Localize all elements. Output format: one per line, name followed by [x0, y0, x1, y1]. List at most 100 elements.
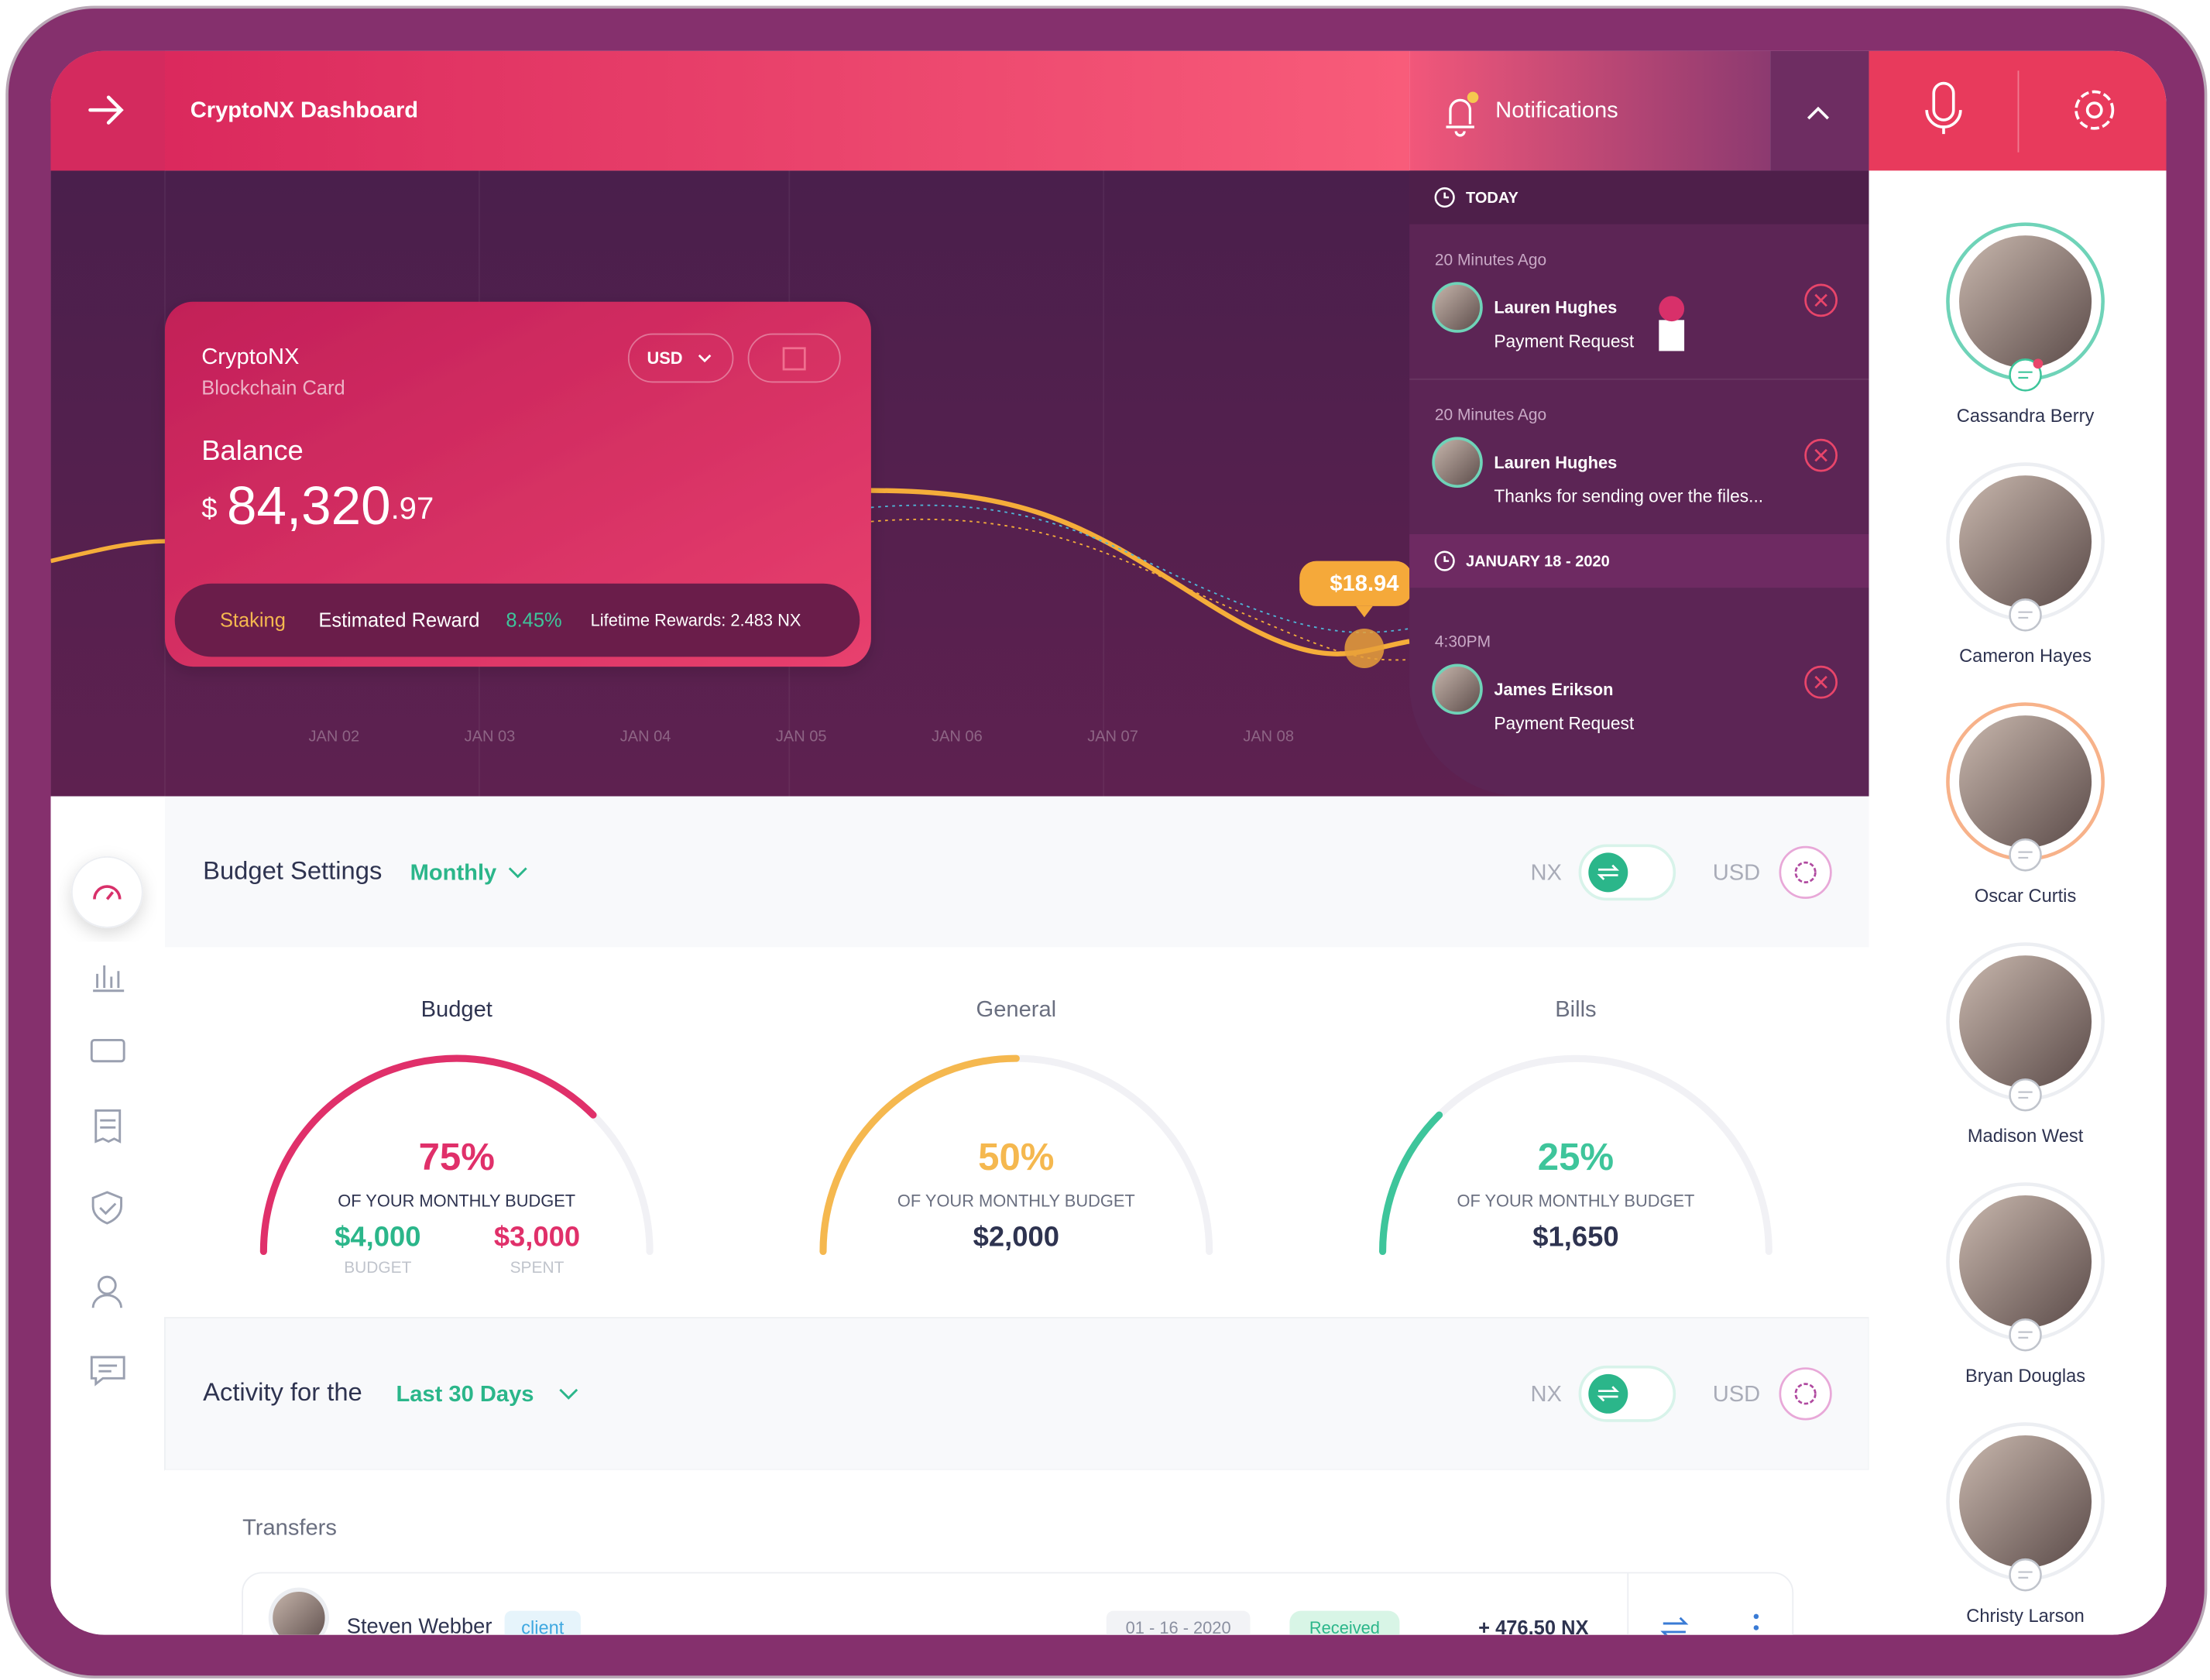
compare-line: [870, 518, 1410, 661]
tag-pill: [504, 1610, 581, 1635]
gear-icon: [1794, 861, 1817, 883]
crypto-card: [164, 301, 871, 667]
chat-lines: [2018, 851, 2033, 859]
card-subtitle: Blockchain Card: [201, 377, 345, 399]
x-axis-label: JAN 03: [465, 728, 516, 745]
staking-label: Staking: [220, 610, 286, 632]
chat-badge[interactable]: [2009, 1318, 2042, 1352]
swap-button[interactable]: [1660, 1617, 1689, 1637]
x-axis-label: JAN 06: [932, 728, 983, 745]
avatar: [268, 1587, 330, 1635]
contact-name: Bryan Douglas: [1965, 1366, 2085, 1387]
dismiss-button[interactable]: [1804, 665, 1838, 699]
gauge-amount: $4,000: [335, 1221, 420, 1253]
nav-dashboard[interactable]: [70, 855, 143, 928]
transfer-row[interactable]: [242, 1572, 1794, 1680]
section-settings[interactable]: [1779, 845, 1832, 899]
lifetime-rewards: Lifetime Rewards: 2.483 NX: [591, 611, 801, 630]
price-tag-text: $18.94: [1330, 571, 1399, 596]
gauge-percent: 50%: [978, 1137, 1054, 1178]
gauge-caption: OF YOUR MONTHLY BUDGET: [338, 1191, 575, 1211]
contact-avatar: [1959, 955, 2092, 1089]
x-axis-label: JAN 07: [1087, 728, 1138, 745]
nav-stats[interactable]: [93, 965, 125, 993]
chat-badge[interactable]: [2009, 358, 2042, 392]
settings-button[interactable]: [2074, 90, 2115, 130]
currency-select[interactable]: [627, 333, 734, 383]
transfer-tag: client: [521, 1619, 565, 1639]
notification-text: Payment Request: [1494, 713, 1635, 733]
qr-button[interactable]: [747, 333, 841, 383]
contact-avatar: [1959, 475, 2092, 609]
left-sidebar: [50, 796, 165, 1635]
notification-text: Thanks for sending over the files...: [1494, 486, 1763, 506]
swap-icon: [1597, 864, 1620, 880]
contact-name: Christy Larson: [1966, 1606, 2085, 1627]
grid-line: Activity for the Last 30 Days NX USD: [203, 1365, 1832, 1422]
grid-line: Steven Webber client 01 - 16 - 2020 Receive…: [242, 1572, 1794, 1680]
notification-text: Payment Request: [1494, 331, 1635, 351]
chat-lines: [2018, 1091, 2033, 1099]
nav-security[interactable]: [91, 1191, 122, 1225]
chat-badge[interactable]: [2009, 838, 2042, 872]
nav-cards[interactable]: [90, 1039, 125, 1063]
group-label: JANUARY 18 - 2020: [1466, 554, 1610, 571]
avatar: [1432, 437, 1483, 488]
mic-button[interactable]: [1925, 81, 1962, 135]
chevron-icon: [508, 867, 527, 879]
currency-symbol: $: [201, 492, 217, 524]
toggle-left-label: NX: [1530, 1382, 1561, 1407]
gauge-amount: $1,650: [1532, 1221, 1618, 1253]
gauge-percent: 25%: [1538, 1137, 1614, 1178]
dismiss-icon: [1814, 293, 1827, 307]
gauge-arc: [1379, 1111, 1443, 1256]
period-select[interactable]: Monthly: [410, 860, 497, 885]
period-select[interactable]: Last 30 Days: [396, 1382, 534, 1407]
gauge-title: General: [976, 997, 1057, 1022]
contact-avatar: [1959, 1195, 2092, 1329]
toggle-knob: [1588, 852, 1628, 893]
notification-name: James Erikson: [1494, 680, 1613, 699]
price-point[interactable]: [1344, 628, 1385, 668]
gauge-amount-label: BUDGET: [344, 1259, 411, 1277]
chat-lines: [2018, 1331, 2033, 1339]
gauge-percent: 75%: [419, 1137, 495, 1178]
transfer-status: Received: [1309, 1618, 1380, 1637]
date-pill: [1106, 1610, 1251, 1635]
dismiss-button[interactable]: [1804, 438, 1838, 472]
header-bar: [50, 50, 1410, 171]
chat-lines: [2018, 1571, 2033, 1579]
gauge-title: Bills: [1555, 997, 1596, 1022]
contact-avatar: [1959, 235, 2092, 369]
group-header: [1409, 534, 1869, 588]
notification-name: Lauren Hughes: [1494, 298, 1617, 317]
balance-value: 84,320.97: [227, 475, 434, 536]
notification-time: 20 Minutes Ago: [1435, 251, 1546, 269]
chat-badge[interactable]: [2009, 598, 2042, 632]
toggle-right-label: USD: [1713, 860, 1760, 885]
chevron-icon: [1807, 106, 1830, 120]
attachment-icon: [1659, 320, 1685, 351]
gauge-title: Budget: [421, 997, 492, 1022]
toggle-knob: [1588, 1373, 1628, 1414]
dismiss-button[interactable]: [1804, 283, 1838, 317]
section-title: Activity for the: [203, 1377, 362, 1406]
contact-name: Oscar Curtis: [1975, 886, 2076, 907]
nav-messages[interactable]: [90, 1356, 125, 1387]
clock-hands: [1443, 556, 1450, 562]
price-tag: [1299, 561, 1412, 606]
chat-lines: [2018, 611, 2033, 619]
notifications-panel: [1409, 170, 1869, 797]
nav-receipts[interactable]: [94, 1109, 122, 1143]
chevron-icon: [559, 1388, 578, 1400]
section-settings[interactable]: [1779, 1367, 1832, 1421]
section-title: Budget Settings: [203, 856, 382, 885]
grid-line: Cassandra Berry Cameron Hayes Oscar Curtis…: [1946, 222, 2105, 1627]
chat-badge[interactable]: [2009, 1078, 2042, 1112]
chat-badge[interactable]: [2009, 1558, 2042, 1592]
notification-time: 4:30PM: [1435, 633, 1491, 651]
nav-profile[interactable]: [91, 1275, 122, 1308]
dismiss-icon: [1814, 675, 1827, 689]
contact-avatar: [1959, 715, 2092, 849]
compare-line: [870, 504, 1410, 633]
